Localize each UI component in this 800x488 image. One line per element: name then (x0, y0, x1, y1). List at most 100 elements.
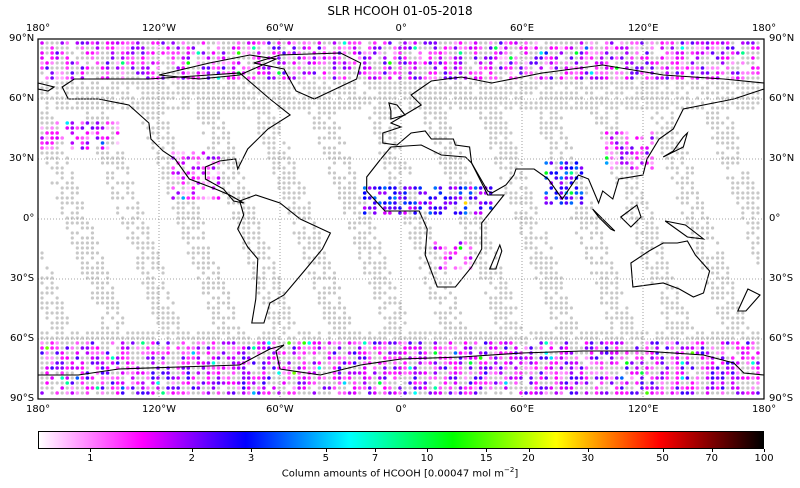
no-detection-dot (141, 106, 145, 110)
no-detection-dot (80, 86, 84, 90)
detection-dot (40, 351, 44, 355)
no-detection-dot (80, 341, 84, 345)
no-detection-dot (50, 281, 54, 285)
detection-dot (65, 56, 70, 60)
detection-dot (393, 196, 397, 200)
no-detection-dot (85, 116, 90, 120)
detection-dot (599, 71, 604, 75)
detection-dot (478, 66, 483, 70)
no-detection-dot (50, 41, 54, 45)
no-detection-dot (509, 151, 513, 155)
no-detection-dot (332, 286, 337, 290)
no-detection-dot (383, 101, 387, 105)
no-detection-dot (675, 336, 679, 340)
no-detection-dot (544, 46, 548, 50)
no-detection-dot (600, 86, 604, 90)
no-detection-dot (181, 46, 185, 50)
detection-dot (40, 66, 44, 70)
no-detection-dot (731, 291, 735, 295)
no-detection-dot (463, 86, 468, 90)
no-detection-dot (247, 216, 251, 220)
no-detection-dot (463, 181, 468, 185)
no-detection-dot (726, 81, 730, 85)
no-detection-dot (201, 256, 205, 260)
no-detection-dot (252, 231, 256, 235)
no-detection-dot (226, 136, 231, 140)
detection-dot (146, 356, 150, 360)
detection-dot (473, 341, 478, 345)
no-detection-dot (554, 281, 558, 285)
no-detection-dot (342, 86, 347, 90)
no-detection-dot (665, 81, 669, 85)
no-detection-dot (630, 351, 634, 355)
no-detection-dot (201, 271, 205, 275)
no-detection-dot (549, 256, 553, 260)
no-detection-dot (196, 331, 200, 335)
detection-dot (151, 351, 155, 355)
no-detection-dot (499, 301, 503, 305)
detection-dot (499, 56, 503, 60)
no-detection-dot (116, 71, 120, 75)
no-detection-dot (105, 311, 110, 315)
no-detection-dot (499, 146, 503, 150)
detection-dot (85, 341, 90, 345)
no-detection-dot (589, 111, 594, 115)
no-detection-dot (368, 261, 372, 265)
detection-dot (478, 191, 483, 195)
no-detection-dot (353, 91, 357, 95)
detection-dot (630, 71, 634, 75)
no-detection-dot (741, 181, 745, 185)
no-detection-dot (479, 116, 483, 120)
no-detection-dot (660, 81, 664, 85)
detection-dot (292, 61, 296, 65)
no-detection-dot (151, 331, 155, 335)
no-detection-dot (579, 221, 584, 225)
no-detection-dot (751, 201, 755, 205)
no-detection-dot (75, 331, 79, 335)
no-detection-dot (509, 306, 513, 310)
no-detection-dot (206, 116, 211, 120)
detection-dot (50, 141, 54, 145)
detection-dot (544, 201, 548, 205)
no-detection-dot (252, 106, 256, 110)
no-detection-dot (221, 281, 226, 285)
detection-dot (453, 186, 458, 190)
detection-dot (95, 51, 100, 55)
detection-dot (372, 71, 377, 75)
detection-dot (443, 261, 448, 265)
no-detection-dot (499, 71, 503, 75)
no-detection-dot (100, 106, 105, 110)
detection-dot (453, 56, 458, 60)
no-detection-dot (368, 331, 372, 335)
detection-dot (342, 51, 347, 55)
no-detection-dot (45, 331, 49, 335)
no-detection-dot (40, 116, 44, 120)
no-detection-dot (716, 266, 720, 270)
no-detection-dot (655, 81, 659, 85)
no-detection-dot (282, 141, 286, 145)
no-detection-dot (166, 326, 170, 330)
no-detection-dot (378, 136, 382, 140)
no-detection-dot (408, 86, 412, 90)
detection-dot (95, 61, 100, 65)
detection-dot (478, 76, 483, 80)
no-detection-dot (549, 261, 553, 265)
no-detection-dot (428, 346, 432, 350)
no-detection-dot (383, 161, 387, 165)
detection-dot (675, 71, 680, 75)
no-detection-dot (494, 136, 498, 140)
no-detection-dot (272, 41, 276, 45)
detection-dot (478, 71, 483, 75)
no-detection-dot (665, 316, 669, 320)
no-detection-dot (610, 296, 614, 300)
detection-dot (705, 71, 710, 75)
no-detection-dot (332, 101, 337, 105)
detection-dot (700, 71, 705, 75)
no-detection-dot (549, 301, 553, 305)
detection-dot (544, 56, 548, 60)
no-detection-dot (584, 76, 589, 80)
no-detection-dot (347, 51, 352, 55)
detection-dot (428, 51, 433, 55)
detection-dot (388, 211, 392, 215)
detection-dot (362, 346, 367, 350)
